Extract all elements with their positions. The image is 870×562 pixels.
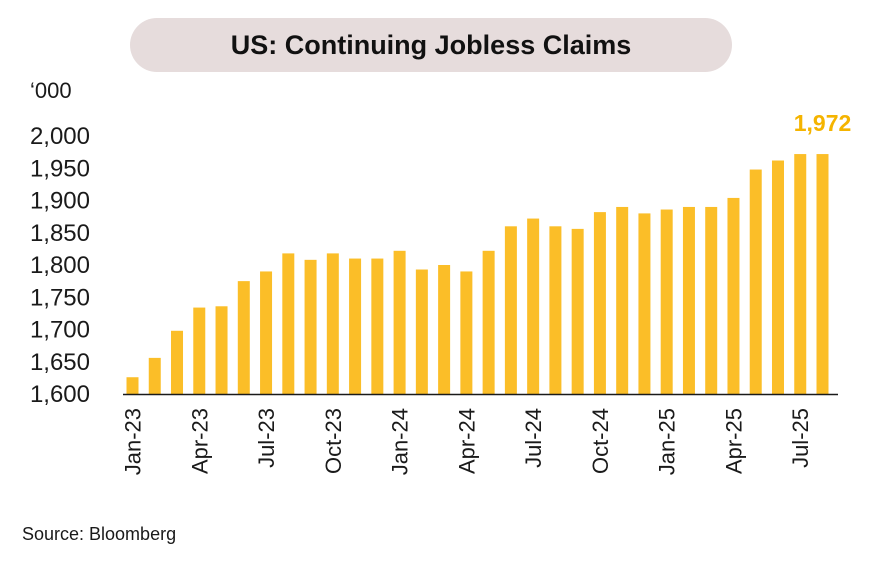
bar <box>549 226 562 394</box>
bar <box>171 330 184 394</box>
bar <box>282 253 295 394</box>
y-tick-label: 1,800 <box>30 252 90 279</box>
bar <box>727 197 740 394</box>
bar <box>393 250 406 394</box>
bar <box>571 228 584 394</box>
bar <box>682 206 695 394</box>
bar <box>816 154 829 394</box>
bar <box>504 226 517 394</box>
x-tick-label: Apr-25 <box>721 408 746 474</box>
y-tick-label: 1,650 <box>30 349 90 376</box>
bar <box>593 212 606 394</box>
x-tick-label: Jan-23 <box>121 408 146 475</box>
y-tick-label: 1,950 <box>30 155 90 182</box>
bar <box>193 307 206 394</box>
y-tick-label: 1,850 <box>30 220 90 247</box>
bar <box>771 160 784 394</box>
y-tick-label: 2,000 <box>30 123 90 150</box>
bar <box>371 258 384 394</box>
x-tick-label: Apr-23 <box>187 408 212 474</box>
source-note: Source: Bloomberg <box>22 524 177 544</box>
bar <box>304 259 317 394</box>
x-tick-label: Oct-23 <box>321 408 346 474</box>
bar <box>705 206 718 394</box>
x-tick-label: Apr-24 <box>454 408 479 474</box>
y-axis-unit-label: ‘000 <box>30 78 72 103</box>
bar <box>349 258 362 394</box>
bar <box>460 271 473 394</box>
bar <box>527 218 540 394</box>
bar <box>215 306 228 394</box>
bar <box>126 377 139 394</box>
x-tick-label: Jul-24 <box>521 408 546 468</box>
bar <box>415 269 428 394</box>
bar <box>660 209 673 394</box>
bar <box>326 253 339 394</box>
bar <box>794 154 807 394</box>
chart-title-pill: US: Continuing Jobless Claims <box>130 18 732 72</box>
y-tick-label: 1,600 <box>30 381 90 408</box>
bar <box>260 271 273 394</box>
y-tick-label: 1,700 <box>30 317 90 344</box>
bar <box>638 213 651 394</box>
x-tick-label: Oct-24 <box>588 408 613 474</box>
data-label: 1,972 <box>794 110 852 136</box>
bar <box>237 281 250 394</box>
bar <box>482 250 495 394</box>
bar <box>148 357 161 394</box>
y-tick-label: 1,750 <box>30 284 90 311</box>
bar <box>749 169 762 394</box>
chart-title: US: Continuing Jobless Claims <box>230 29 632 60</box>
x-tick-label: Jan-25 <box>655 408 680 475</box>
x-tick-label: Jan-24 <box>388 408 413 475</box>
bar <box>616 206 629 394</box>
y-tick-label: 1,900 <box>30 188 90 215</box>
x-tick-label: Jul-25 <box>788 408 813 468</box>
bar <box>438 265 451 394</box>
x-tick-label: Jul-23 <box>254 408 279 468</box>
